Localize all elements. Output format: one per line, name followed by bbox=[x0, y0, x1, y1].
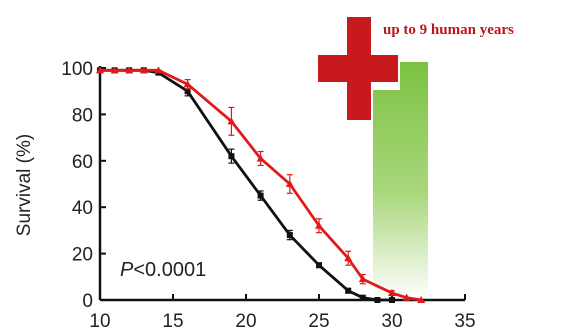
data-point bbox=[227, 117, 236, 125]
y-tick-label-0: 0 bbox=[82, 291, 93, 312]
y-tick-label-80: 80 bbox=[72, 105, 93, 126]
data-point bbox=[388, 289, 396, 297]
data-point bbox=[417, 296, 426, 303]
data-point bbox=[359, 294, 366, 301]
data-point bbox=[110, 66, 119, 74]
y-tick-label-60: 60 bbox=[72, 152, 93, 173]
p-value-label: P<0.0001 bbox=[120, 259, 206, 281]
lifespan-extension-bar bbox=[373, 62, 428, 300]
data-point bbox=[96, 66, 104, 74]
data-point bbox=[139, 66, 148, 74]
callout-text: up to 9 human years bbox=[383, 22, 514, 38]
data-point bbox=[358, 275, 367, 283]
data-point bbox=[256, 154, 265, 162]
data-point bbox=[316, 262, 322, 269]
data-point bbox=[154, 66, 163, 74]
data-point bbox=[315, 221, 323, 229]
data-point bbox=[286, 232, 293, 239]
x-tick-label-35: 35 bbox=[454, 311, 475, 331]
lifespan-bar bbox=[373, 62, 428, 300]
red-cross-icon bbox=[318, 17, 398, 120]
data-point bbox=[183, 80, 192, 88]
y-tick-label-40: 40 bbox=[72, 198, 93, 219]
data-point bbox=[402, 293, 411, 301]
data-point bbox=[344, 254, 353, 262]
data-point bbox=[184, 88, 191, 95]
y-tick-label-20: 20 bbox=[72, 245, 93, 266]
y-tick-label-100: 100 bbox=[61, 59, 93, 80]
x-tick-label-10: 10 bbox=[89, 311, 110, 331]
x-tick-label-20: 20 bbox=[235, 311, 256, 331]
x-tick-label-25: 25 bbox=[308, 311, 329, 331]
data-point bbox=[389, 297, 395, 303]
data-point bbox=[345, 287, 352, 294]
data-point bbox=[228, 153, 235, 160]
data-point bbox=[374, 297, 381, 303]
series-layer bbox=[96, 66, 426, 303]
data-point bbox=[285, 180, 294, 187]
axes: 0 20 40 60 80 100 10 15 20 25 30 35 bbox=[61, 59, 475, 331]
x-tick-label-30: 30 bbox=[381, 311, 402, 331]
y-axis-label: Survival (%) bbox=[14, 134, 35, 236]
data-point bbox=[125, 66, 134, 74]
x-tick-label-15: 15 bbox=[162, 311, 183, 331]
data-point bbox=[257, 192, 264, 199]
series-red bbox=[96, 66, 426, 303]
